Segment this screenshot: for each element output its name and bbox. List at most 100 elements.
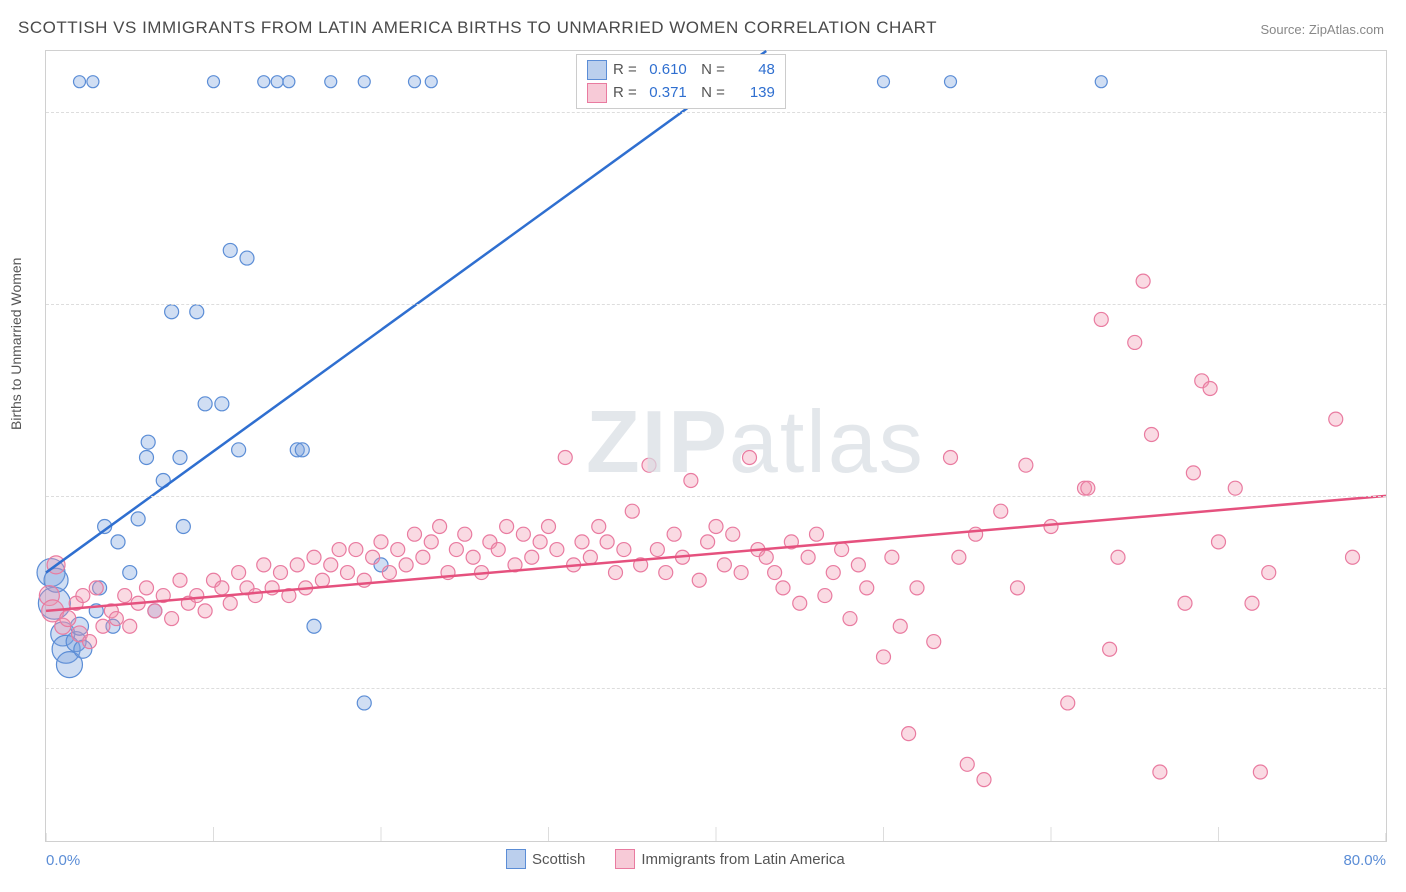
scatter-point <box>290 558 304 572</box>
series-legend: Scottish Immigrants from Latin America <box>506 849 845 869</box>
scatter-point <box>1019 458 1033 472</box>
scatter-point <box>878 76 890 88</box>
x-tick-label: 0.0% <box>46 852 80 869</box>
scatter-point <box>945 76 957 88</box>
scatter-point <box>349 543 363 557</box>
scatter-point <box>885 550 899 564</box>
scatter-point <box>1011 581 1025 595</box>
legend-swatch <box>615 849 635 869</box>
scatter-point <box>1212 535 1226 549</box>
gridline-h <box>46 304 1386 305</box>
stats-legend: R =0.610 N =48R =0.371 N =139 <box>576 54 786 109</box>
scatter-point <box>877 650 891 664</box>
chart-svg <box>46 51 1386 841</box>
scatter-point <box>818 589 832 603</box>
scatter-point <box>341 566 355 580</box>
scatter-point <box>1346 550 1360 564</box>
y-tick-label: 25.0% <box>1396 679 1406 696</box>
scatter-point <box>295 443 309 457</box>
scatter-point <box>165 305 179 319</box>
scatter-point <box>516 527 530 541</box>
scatter-point <box>96 619 110 633</box>
regression-line <box>46 51 766 573</box>
scatter-point <box>826 566 840 580</box>
scatter-point <box>952 550 966 564</box>
scatter-point <box>1145 427 1159 441</box>
scatter-point <box>1094 312 1108 326</box>
scatter-point <box>960 757 974 771</box>
scatter-point <box>141 435 155 449</box>
scatter-point <box>257 558 271 572</box>
scatter-point <box>1253 765 1267 779</box>
scatter-point <box>843 612 857 626</box>
scatter-point <box>271 76 283 88</box>
scatter-point <box>458 527 472 541</box>
scatter-point <box>1262 566 1276 580</box>
scatter-point <box>111 535 125 549</box>
legend-label: Scottish <box>532 851 585 868</box>
scatter-point <box>232 443 246 457</box>
scatter-point <box>409 76 421 88</box>
scatter-point <box>83 635 97 649</box>
scatter-point <box>60 611 76 627</box>
scatter-point <box>449 543 463 557</box>
legend-label: Immigrants from Latin America <box>641 851 844 868</box>
scatter-point <box>533 535 547 549</box>
scatter-point <box>315 573 329 587</box>
scatter-point <box>408 527 422 541</box>
scatter-point <box>357 696 371 710</box>
scatter-point <box>1228 481 1242 495</box>
scatter-point <box>416 550 430 564</box>
scatter-point <box>692 573 706 587</box>
scatter-point <box>283 76 295 88</box>
scatter-point <box>1103 642 1117 656</box>
scatter-point <box>1203 381 1217 395</box>
scatter-point <box>425 76 437 88</box>
scatter-point <box>600 535 614 549</box>
scatter-point <box>391 543 405 557</box>
scatter-point <box>500 520 514 534</box>
scatter-point <box>609 566 623 580</box>
scatter-point <box>165 612 179 626</box>
scatter-point <box>148 604 162 618</box>
scatter-point <box>232 566 246 580</box>
y-axis-label: Births to Unmarried Women <box>8 258 24 430</box>
scatter-point <box>173 451 187 465</box>
legend-swatch <box>506 849 526 869</box>
scatter-point <box>650 543 664 557</box>
scatter-point <box>190 589 204 603</box>
scatter-point <box>307 550 321 564</box>
x-tick-label: 80.0% <box>1343 852 1386 869</box>
scatter-point <box>1111 550 1125 564</box>
scatter-point <box>1081 481 1095 495</box>
scatter-point <box>1186 466 1200 480</box>
scatter-point <box>701 535 715 549</box>
scatter-point <box>583 550 597 564</box>
scatter-point <box>374 535 388 549</box>
scatter-point <box>726 527 740 541</box>
scatter-point <box>198 397 212 411</box>
scatter-point <box>382 566 396 580</box>
scatter-point <box>759 550 773 564</box>
y-tick-label: 50.0% <box>1396 487 1406 504</box>
scatter-point <box>793 596 807 610</box>
stats-legend-row: R =0.371 N =139 <box>587 82 775 105</box>
scatter-point <box>1044 520 1058 534</box>
scatter-point <box>994 504 1008 518</box>
scatter-point <box>131 512 145 526</box>
scatter-point <box>717 558 731 572</box>
gridline-h <box>46 112 1386 113</box>
scatter-point <box>123 619 137 633</box>
scatter-point <box>910 581 924 595</box>
scatter-point <box>1128 335 1142 349</box>
legend-swatch <box>587 60 607 80</box>
scatter-point <box>258 76 270 88</box>
scatter-point <box>1061 696 1075 710</box>
scatter-point <box>109 612 123 626</box>
legend-item: Scottish <box>506 849 585 869</box>
scatter-point <box>542 520 556 534</box>
scatter-point <box>592 520 606 534</box>
scatter-point <box>399 558 413 572</box>
chart-title: SCOTTISH VS IMMIGRANTS FROM LATIN AMERIC… <box>18 18 937 38</box>
scatter-point <box>625 504 639 518</box>
